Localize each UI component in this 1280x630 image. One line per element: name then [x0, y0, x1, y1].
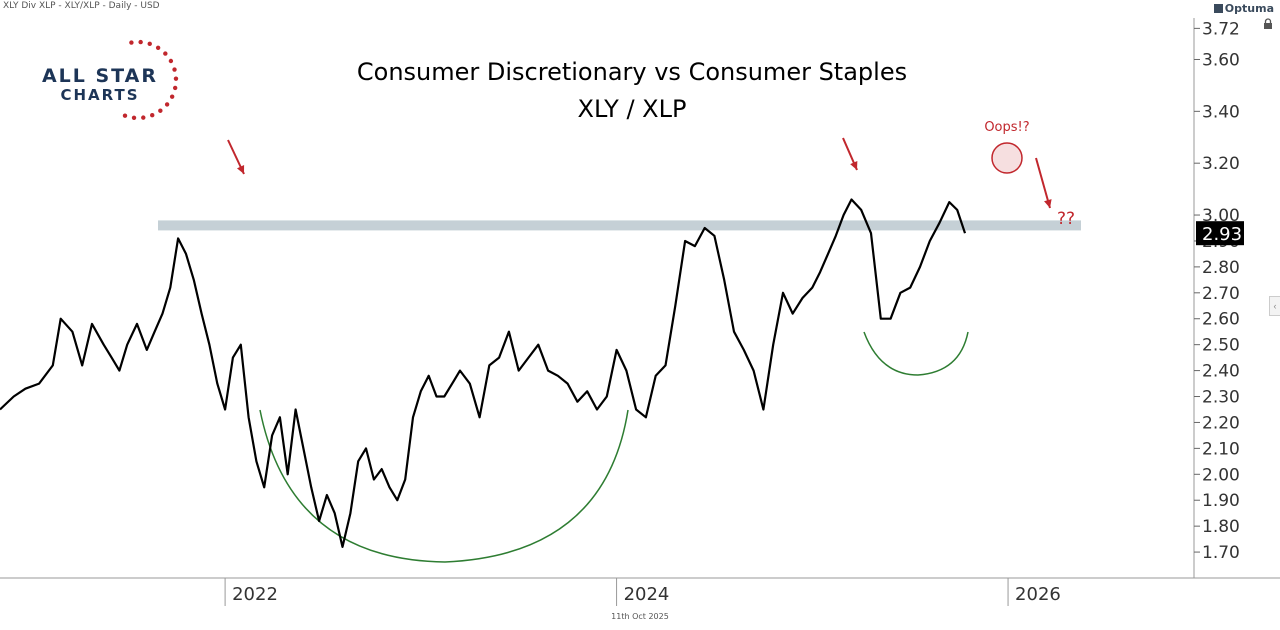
arrow-downside-head: [1044, 199, 1052, 208]
y-tick-label: 3.40: [1202, 102, 1240, 122]
price-series: [0, 198, 967, 548]
logo-star: [138, 39, 143, 45]
annotation-text: Oops!?: [984, 120, 1029, 135]
all-star-charts-logo: ALL STAR CHARTS: [42, 39, 179, 120]
annotation-marks: [227, 137, 1052, 209]
x-tick-label: 2022: [232, 584, 278, 605]
y-tick-label: 1.90: [1202, 491, 1240, 511]
x-tick-label: 2026: [1015, 584, 1061, 605]
y-tick-label: 3.00: [1202, 206, 1240, 226]
logo-star: [147, 41, 152, 47]
y-tick-label: 1.80: [1202, 517, 1240, 537]
logo-star: [172, 85, 178, 91]
chevron-left-icon[interactable]: ‹: [1269, 296, 1280, 316]
y-tick-label: 2.50: [1202, 336, 1240, 356]
y-tick-label: 3.72: [1202, 19, 1240, 39]
annotations: Oops!???: [984, 120, 1075, 229]
x-axis-ticks: 2022 2024 2026: [224, 578, 1061, 606]
y-tick-label: 3.20: [1202, 154, 1240, 174]
y-tick-label: 2.70: [1202, 284, 1240, 304]
small-rounding-arc: [863, 331, 969, 376]
logo-star: [168, 58, 174, 64]
chart-title: Consumer Discretionary vs Consumer Stapl…: [357, 58, 907, 86]
logo-line1: ALL STAR: [42, 65, 158, 87]
y-tick-label: 2.10: [1202, 439, 1240, 459]
logo-star: [150, 113, 155, 118]
logo-star: [129, 40, 134, 45]
logo-star: [172, 67, 177, 72]
footer-date: 11th Oct 2025: [611, 612, 669, 621]
y-tick-label: 2.00: [1202, 465, 1240, 485]
y-tick-label: 2.20: [1202, 413, 1240, 433]
resistance-zone: [158, 220, 1081, 231]
y-tick-label: 2.60: [1202, 310, 1240, 330]
logo-star: [164, 102, 170, 107]
annotation-text: ??: [1057, 209, 1075, 229]
logo-line2: CHARTS: [60, 86, 139, 104]
logo-star: [169, 94, 175, 99]
vendor-logo-icon: [1213, 4, 1223, 13]
vendor-name: Optuma: [1224, 2, 1274, 15]
logo-star: [141, 115, 146, 120]
y-tick-label: 3.60: [1202, 50, 1240, 70]
y-tick-label: 2.40: [1202, 362, 1240, 382]
y-tick-label: 2.80: [1202, 258, 1240, 278]
chart-subtitle: XLY / XLP: [578, 95, 687, 123]
y-tick-label: 1.70: [1202, 543, 1240, 563]
arrow-2024-peak-head: [850, 161, 858, 170]
logo-star: [131, 115, 137, 120]
logo-star: [122, 113, 128, 118]
y-axis-ticks: 3.723.603.403.203.002.902.802.702.602.50…: [1194, 19, 1240, 563]
highlight-circle: [991, 142, 1023, 174]
star-ring-icon: [122, 39, 179, 120]
large-rounding-arc: [259, 409, 629, 563]
lock-icon[interactable]: [1262, 18, 1274, 30]
arrow-2021-peak-head: [237, 165, 245, 174]
chart-caption: XLY Div XLP - XLY/XLP - Daily - USD: [3, 1, 160, 11]
logo-star: [163, 51, 168, 56]
x-tick-label: 2024: [624, 584, 670, 605]
logo-star: [155, 45, 161, 50]
arrow-downside: [1035, 157, 1051, 209]
chart: ALL STAR CHARTS Consumer Discretionary v…: [0, 18, 1280, 606]
logo-star: [158, 108, 163, 113]
logo-star: [173, 76, 179, 81]
vendor-logo: Optuma: [1213, 2, 1274, 15]
resistance-band: [158, 220, 1081, 231]
y-tick-label: 2.30: [1202, 388, 1240, 408]
last-value-bg: [1196, 221, 1244, 246]
last-value-label: 2.93: [1196, 221, 1244, 246]
series-line: [0, 198, 967, 548]
last-value-text: 2.93: [1202, 224, 1242, 245]
rounding-bottom-arcs: [259, 331, 969, 563]
